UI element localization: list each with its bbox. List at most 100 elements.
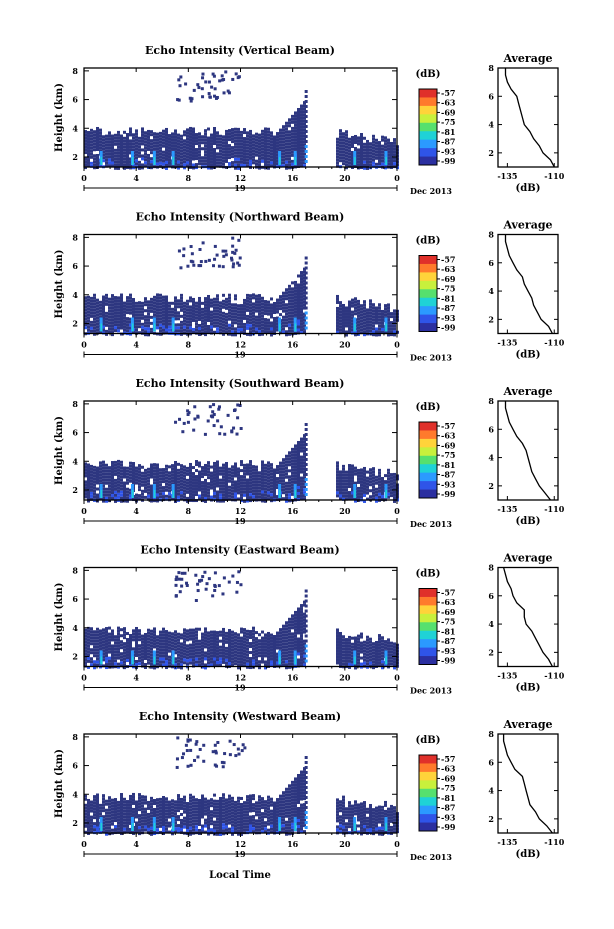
heatmap-cell: [219, 481, 222, 485]
heatmap-cell: [381, 488, 384, 492]
heatmap-cell: [216, 664, 219, 668]
heatmap-cell: [123, 322, 126, 326]
heatmap-cell: [87, 316, 90, 320]
heatmap-cell: [90, 143, 93, 147]
heatmap-cell: [291, 293, 294, 297]
heatmap-cell: [207, 145, 210, 149]
heatmap-cell: [177, 653, 180, 657]
heatmap-cell: [336, 628, 339, 632]
heatmap-cell: [222, 469, 225, 473]
heatmap-cell: [207, 297, 210, 301]
heatmap-cell: [393, 312, 396, 316]
heatmap-cell: [198, 132, 201, 136]
heatmap-cell: [303, 452, 306, 456]
heatmap-cell: [231, 465, 234, 469]
heatmap-cell: [102, 487, 105, 491]
heatmap-cell: [363, 484, 366, 488]
heatmap-cell: [303, 303, 306, 307]
heatmap-cell: [267, 464, 270, 468]
heatmap-cell: [93, 495, 96, 499]
heatmap-cell: [178, 417, 182, 421]
heatmap-cell: [288, 154, 291, 158]
heatmap-cell: [174, 487, 177, 491]
heatmap-cell: [264, 636, 267, 640]
heatmap-cell: [213, 660, 216, 664]
heatmap-cell: [195, 639, 198, 643]
heatmap-cell: [303, 110, 306, 114]
heatmap-cell: [196, 83, 200, 87]
heatmap-cell: [264, 642, 267, 646]
heatmap-cell: [273, 316, 276, 320]
heatmap-cell: [210, 163, 213, 167]
heatmap-cell: [232, 262, 236, 266]
heatmap-cell: [179, 75, 183, 79]
heatmap-cell: [393, 478, 396, 482]
heatmap-cell: [255, 300, 258, 304]
heatmap-cell: [303, 164, 306, 168]
heatmap-cell: [294, 640, 297, 644]
heatmap-cell: [182, 421, 186, 425]
heatmap-cell: [249, 147, 252, 151]
heatmap-cell: [165, 133, 168, 137]
heatmap-cell: [336, 467, 339, 471]
heatmap-cell: [267, 330, 270, 334]
heatmap-cell: [270, 487, 273, 491]
heatmap-cell: [117, 296, 120, 300]
heatmap-cell: [384, 142, 387, 146]
heatmap-cell: [219, 487, 222, 491]
heatmap-cell: [120, 314, 123, 318]
heatmap-cell: [180, 657, 183, 661]
heatmap-cell: [243, 469, 246, 473]
heatmap-cell: [90, 308, 93, 312]
y-tick-label: 2: [72, 485, 78, 495]
heatmap-cell: [243, 463, 246, 467]
heatmap-cell: [180, 654, 183, 658]
heatmap-cell: [219, 164, 222, 168]
colorbar-tick-label: -93: [441, 146, 456, 156]
heatmap-cell: [180, 332, 183, 336]
heatmap-cell: [222, 254, 226, 258]
heatmap-cell: [390, 494, 393, 498]
heatmap-cell: [297, 322, 300, 326]
heatmap-cell: [210, 486, 213, 490]
heatmap-cell: [93, 648, 96, 652]
heatmap-cell: [288, 157, 291, 161]
heatmap-cell: [153, 645, 156, 649]
heatmap-cell: [186, 638, 189, 642]
heatmap-cell: [304, 326, 308, 330]
heatmap-cell: [285, 475, 288, 479]
heatmap-cell: [249, 478, 252, 482]
heatmap-cell: [120, 466, 123, 470]
heatmap-cell: [213, 153, 216, 157]
heatmap-cell: [108, 327, 111, 331]
heatmap-cell: [159, 329, 162, 333]
heatmap-cell: [387, 468, 390, 472]
heatmap-cell: [264, 157, 267, 161]
heatmap-cell: [267, 637, 270, 641]
heatmap-cell: [108, 303, 111, 307]
heatmap-cell: [213, 630, 216, 634]
heatmap-cell: [351, 298, 354, 302]
heatmap-cell: [234, 303, 237, 307]
heatmap-cell: [300, 437, 303, 441]
colorbar-tick-label: -57: [441, 421, 455, 431]
heatmap-cell: [243, 490, 246, 494]
heatmap-cell: [132, 301, 135, 305]
heatmap-cell: [285, 139, 288, 143]
heatmap-cell: [372, 488, 375, 492]
heatmap-cell: [168, 146, 171, 150]
heatmap-cell: [384, 474, 387, 478]
heatmap-cell: [372, 645, 375, 649]
heatmap-cell: [276, 153, 279, 157]
colorbar-tick-label: -87: [441, 303, 455, 313]
heatmap-cell: [111, 647, 114, 651]
heatmap-cell: [171, 307, 174, 311]
heatmap-cell: [114, 487, 117, 491]
heatmap-cell: [303, 315, 306, 319]
heatmap-cell: [147, 485, 150, 489]
colorbar-swatch: [419, 156, 437, 166]
heatmap-cell: [342, 488, 345, 492]
heatmap-cell: [96, 135, 99, 139]
heatmap-cell: [231, 155, 234, 159]
heatmap-cell: [255, 324, 258, 328]
